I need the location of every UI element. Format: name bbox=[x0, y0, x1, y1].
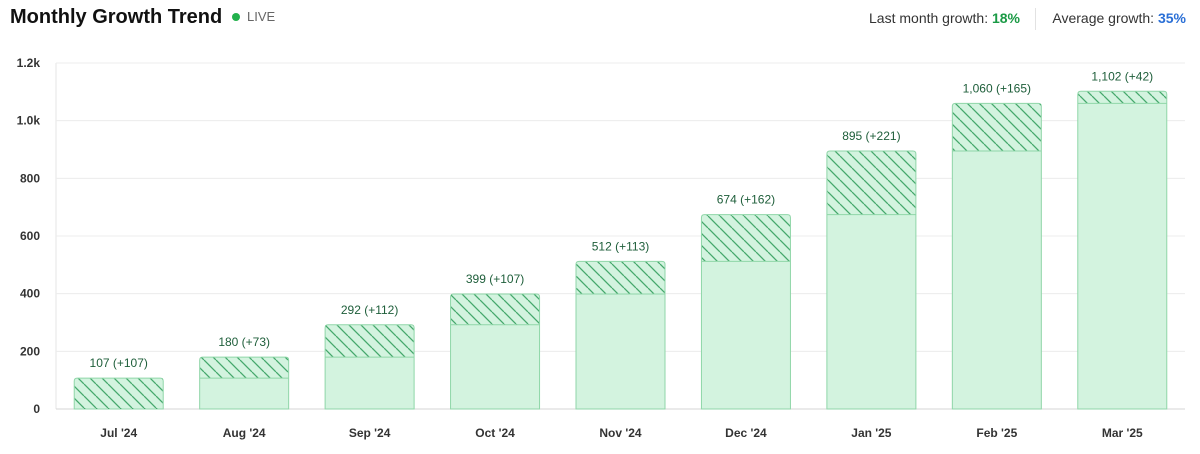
y-tick-label: 600 bbox=[20, 229, 40, 243]
y-tick-label: 200 bbox=[20, 344, 40, 358]
bar-value-label: 107 (+107) bbox=[90, 356, 148, 370]
average-growth-label: Average growth: bbox=[1052, 10, 1155, 26]
live-label: LIVE bbox=[247, 9, 276, 24]
bar-value-label: 1,102 (+42) bbox=[1091, 69, 1153, 83]
bar-total bbox=[826, 150, 917, 410]
y-tick-label: 800 bbox=[20, 171, 40, 185]
bar-value-label: 180 (+73) bbox=[218, 335, 270, 349]
x-axis: Jul '24 Aug '24 Sep '24 Oct '24 Nov '24 Dec '… bbox=[100, 426, 1143, 440]
bar-value-label: 399 (+107) bbox=[466, 272, 524, 286]
bar-increment bbox=[827, 151, 916, 215]
x-tick-label: Aug '24 bbox=[223, 426, 266, 440]
y-axis: 0 200 400 600 800 1.0k 1.2k bbox=[17, 56, 41, 416]
bar-value-label: 512 (+113) bbox=[592, 239, 650, 253]
bar-group: 512 (+113) bbox=[575, 239, 666, 410]
last-month-growth: Last month growth: 18% bbox=[869, 10, 1020, 26]
bar-group: 399 (+107) bbox=[450, 272, 541, 410]
bar-increment bbox=[952, 103, 1041, 151]
x-tick-label: Nov '24 bbox=[599, 426, 642, 440]
average-growth-value: 35% bbox=[1157, 10, 1186, 26]
chart-header: Monthly Growth Trend LIVE Last month gro… bbox=[0, 0, 1200, 40]
stat-divider bbox=[1035, 8, 1036, 30]
bar-value-label: 895 (+221) bbox=[842, 129, 900, 143]
bar-increment bbox=[1078, 91, 1167, 104]
x-tick-label: Dec '24 bbox=[725, 426, 767, 440]
bar-value-label: 292 (+112) bbox=[341, 303, 399, 317]
last-month-growth-value: 18% bbox=[991, 10, 1020, 26]
last-month-growth-label: Last month growth: bbox=[869, 10, 989, 26]
bar-increment bbox=[451, 294, 540, 325]
bar-total bbox=[575, 260, 666, 410]
bar-increment bbox=[74, 378, 163, 409]
bar-increment bbox=[200, 357, 289, 379]
bar-group: 895 (+221) bbox=[826, 129, 917, 410]
bar-group: 1,102 (+42) bbox=[1077, 69, 1168, 410]
bar-group: 180 (+73) bbox=[199, 335, 290, 410]
y-tick-label: 1.0k bbox=[17, 114, 41, 128]
bar-group: 292 (+112) bbox=[324, 303, 415, 410]
x-tick-label: Mar '25 bbox=[1102, 426, 1143, 440]
live-indicator: LIVE bbox=[232, 9, 275, 24]
bar-increment bbox=[576, 261, 665, 294]
bar-increment bbox=[325, 325, 414, 358]
bars: 107 (+107) 180 (+73) 292 (+112) 399 (+107) 5… bbox=[73, 69, 1168, 410]
bar-group: 674 (+162) bbox=[700, 193, 791, 410]
x-tick-label: Sep '24 bbox=[349, 426, 391, 440]
chart-title: Monthly Growth Trend bbox=[10, 6, 223, 28]
bar-total bbox=[1077, 90, 1168, 410]
bar-value-label: 674 (+162) bbox=[717, 193, 775, 207]
x-tick-label: Jan '25 bbox=[851, 426, 892, 440]
bar-group: 1,060 (+165) bbox=[951, 81, 1042, 410]
live-dot-icon bbox=[232, 12, 240, 21]
y-tick-label: 0 bbox=[33, 402, 40, 416]
bar-increment bbox=[701, 215, 790, 262]
x-tick-label: Jul '24 bbox=[100, 426, 137, 440]
bar-value-label: 1,060 (+165) bbox=[963, 81, 1031, 95]
y-tick-label: 400 bbox=[20, 287, 40, 301]
average-growth: Average growth: 35% bbox=[1052, 10, 1186, 26]
x-tick-label: Oct '24 bbox=[475, 426, 515, 440]
bar-total bbox=[951, 102, 1042, 410]
bar-group: 107 (+107) bbox=[73, 356, 164, 410]
x-tick-label: Feb '25 bbox=[976, 426, 1017, 440]
y-tick-label: 1.2k bbox=[17, 56, 41, 70]
bar-total bbox=[700, 214, 791, 410]
